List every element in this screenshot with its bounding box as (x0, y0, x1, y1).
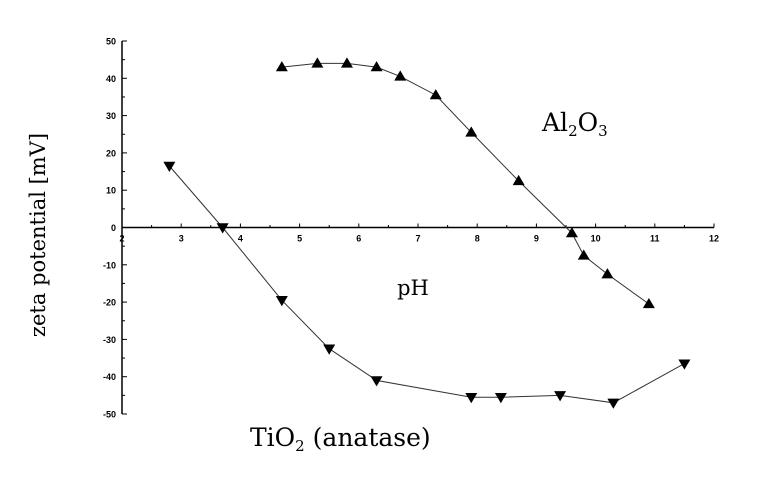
data-point-tio2 (465, 393, 478, 404)
y-tick-label: 0 (111, 223, 116, 233)
data-point-al2o3 (394, 70, 407, 81)
y-tick-label: 20 (106, 148, 116, 158)
series-line-tio2 (169, 165, 685, 404)
series-label-part: 3 (598, 122, 608, 140)
x-tick-label: 9 (534, 234, 539, 244)
y-axis-label: zeta potential [mV] (26, 133, 50, 337)
x-tick-label: 7 (415, 234, 420, 244)
series-points (163, 57, 691, 409)
series-label-part: O (578, 108, 599, 137)
x-tick-label: 6 (356, 234, 361, 244)
y-tick-label: 30 (106, 111, 116, 121)
x-tick-label: 10 (591, 234, 601, 244)
data-point-al2o3 (601, 268, 614, 279)
data-point-al2o3 (429, 89, 442, 100)
x-axis-ticks: 2 3 4 5 6 7 8 9 10 11 12 (119, 223, 719, 244)
y-tick-label: 50 (106, 37, 116, 47)
y-tick-label: 40 (106, 74, 116, 84)
series-label-part: Al (541, 108, 568, 137)
data-point-tio2 (216, 223, 229, 234)
y-tick-label: -50 (103, 410, 116, 420)
y-axis-ticks: 50 40 30 20 10 0 -10 -20 -30 -40 -50 (103, 37, 127, 420)
series-line-al2o3 (281, 62, 650, 305)
x-tick-label: 8 (475, 234, 480, 244)
y-tick-label: -10 (103, 260, 116, 270)
data-point-al2o3 (512, 174, 525, 186)
data-point-tio2 (678, 359, 691, 370)
data-point-tio2 (607, 398, 620, 409)
x-tick-label: 3 (179, 234, 184, 244)
series-label-part: 2 (295, 437, 305, 455)
data-point-al2o3 (465, 126, 478, 137)
data-point-al2o3 (370, 61, 383, 72)
x-tick-label: 5 (297, 234, 302, 244)
series-label-tio2: TiO2 (anatase) (250, 423, 431, 455)
y-tick-label: -30 (103, 335, 116, 345)
data-point-tio2 (370, 376, 383, 387)
series-lines (169, 62, 685, 404)
data-point-al2o3 (565, 227, 578, 238)
x-tick-label: 2 (119, 234, 124, 244)
x-tick-label: 4 (238, 234, 243, 244)
x-tick-label: 12 (709, 234, 719, 244)
x-tick-label: 11 (650, 234, 660, 244)
data-point-al2o3 (311, 57, 324, 68)
data-point-al2o3 (642, 297, 655, 309)
data-point-tio2 (323, 344, 336, 355)
series-label-part: TiO (250, 423, 295, 452)
series-label-part: (anatase) (305, 423, 431, 452)
data-point-al2o3 (577, 249, 590, 260)
data-point-tio2 (163, 161, 176, 172)
series-label-part: 2 (568, 122, 578, 140)
y-tick-label: 10 (106, 186, 116, 196)
data-point-tio2 (554, 391, 567, 402)
data-point-al2o3 (275, 61, 288, 72)
data-point-tio2 (494, 393, 507, 404)
y-tick-label: -40 (103, 372, 116, 382)
series-label-al2o3: Al2O3 (541, 108, 608, 140)
data-point-al2o3 (340, 57, 353, 68)
x-axis-label: pH (397, 276, 429, 300)
data-point-tio2 (275, 296, 288, 307)
y-tick-label: -20 (103, 298, 116, 308)
